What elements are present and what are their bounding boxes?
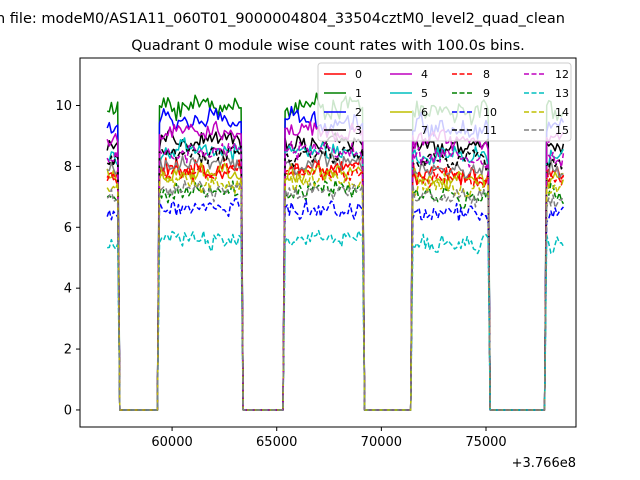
legend-label-9: 9	[483, 87, 490, 100]
x-tick-label: 60000	[151, 435, 192, 450]
series-line-13	[107, 229, 565, 411]
y-tick-label: 4	[64, 282, 72, 297]
legend-label-0: 0	[355, 68, 362, 81]
series-line-10	[106, 198, 564, 411]
series-line-5	[106, 137, 565, 411]
y-tick-label: 6	[64, 221, 72, 236]
legend-label-4: 4	[421, 68, 428, 81]
legend-label-6: 6	[421, 106, 428, 119]
legend-label-2: 2	[355, 106, 362, 119]
legend-label-8: 8	[483, 68, 490, 81]
legend-label-5: 5	[421, 87, 428, 100]
x-tick-label: 65000	[256, 435, 297, 450]
x-axis-offset-label: +3.766e8	[512, 456, 576, 471]
series-line-15	[106, 179, 565, 411]
legend-label-7: 7	[421, 124, 428, 137]
series-line-14	[106, 170, 565, 411]
legend-label-15: 15	[555, 124, 569, 137]
legend-label-12: 12	[555, 68, 569, 81]
legend-label-10: 10	[483, 106, 497, 119]
legend-box	[317, 62, 572, 142]
series-line-9	[106, 179, 565, 411]
legend-label-11: 11	[483, 124, 497, 137]
plot-frame	[79, 57, 577, 428]
y-tick-label: 8	[64, 160, 72, 175]
chart-title: Quadrant 0 module wise count rates with …	[131, 38, 525, 54]
legend-label-1: 1	[355, 87, 362, 100]
legend-label-3: 3	[355, 124, 362, 137]
series-line-12	[106, 140, 565, 411]
legend-label-13: 13	[555, 87, 569, 100]
y-axis: 0 2 4 6 8 10	[55, 99, 80, 418]
x-tick-label: 75000	[465, 435, 506, 450]
x-axis: 60000 65000 70000 75000	[151, 427, 507, 450]
y-tick-label: 10	[55, 99, 72, 114]
y-tick-label: 2	[64, 343, 72, 358]
file-name-line: n file: modeM0/AS1A11_060T01_9000004804_…	[0, 11, 565, 27]
legend-label-14: 14	[555, 106, 569, 119]
y-tick-label: 0	[64, 403, 72, 418]
x-tick-label: 70000	[361, 435, 402, 450]
